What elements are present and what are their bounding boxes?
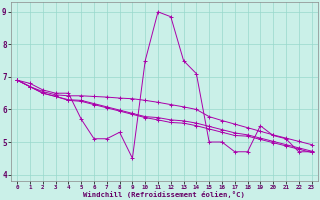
X-axis label: Windchill (Refroidissement éolien,°C): Windchill (Refroidissement éolien,°C) bbox=[84, 191, 245, 198]
